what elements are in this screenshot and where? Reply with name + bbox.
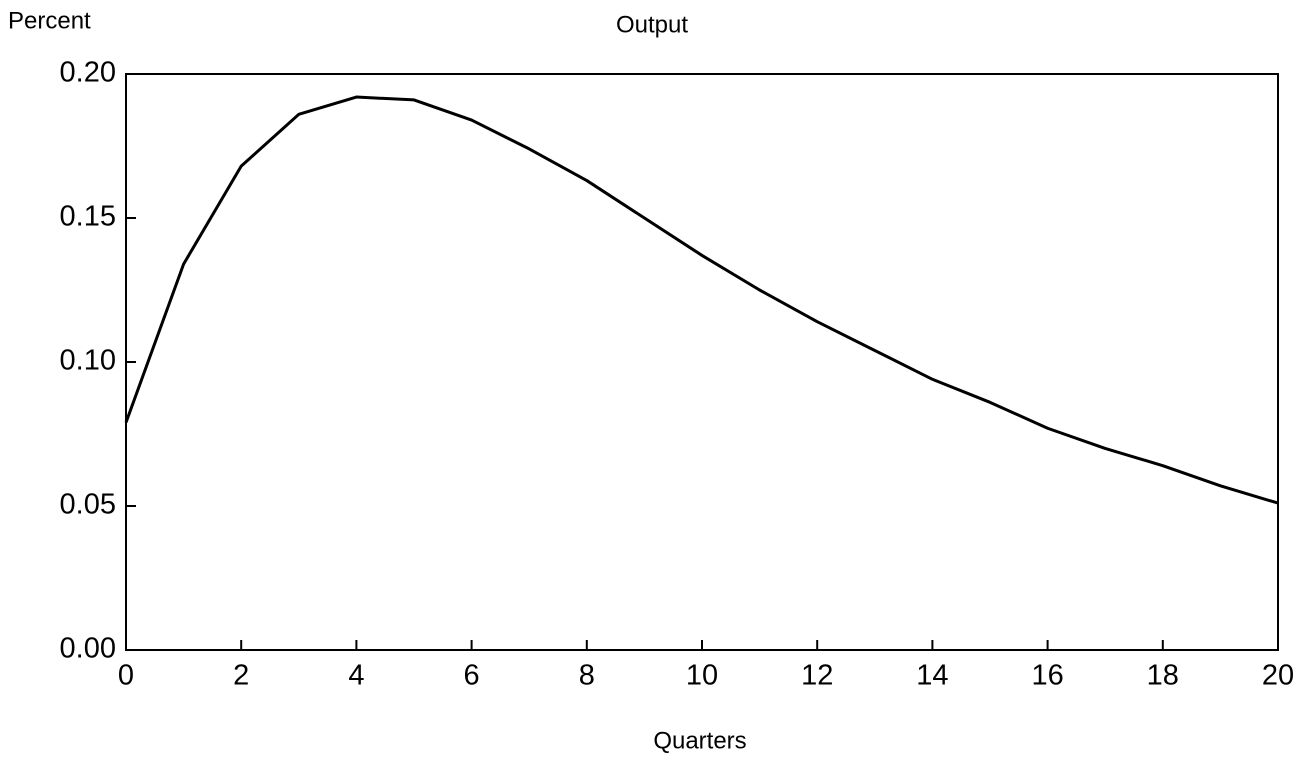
x-tick-label: 0 [118, 660, 134, 692]
x-tick-label: 6 [464, 660, 480, 692]
y-axis-label: Percent [8, 7, 91, 34]
chart-title: Output [616, 11, 688, 38]
x-tick-label: 10 [686, 660, 718, 692]
x-tick-label: 16 [1031, 660, 1063, 692]
x-tick-label: 2 [233, 660, 249, 692]
y-tick-label: 0.05 [60, 489, 116, 521]
line [124, 95, 1279, 505]
y-tick-label: 0.00 [60, 633, 116, 665]
y-tick-label: 0.20 [60, 57, 116, 89]
x-axis-label: Quarters [653, 727, 746, 754]
x-tick-label: 4 [348, 660, 364, 692]
x-tick-label: 14 [916, 660, 948, 692]
x-tick-label: 20 [1262, 660, 1294, 692]
x-tick-label: 18 [1147, 660, 1179, 692]
x-tick-label: 8 [579, 660, 595, 692]
y-tick-label: 0.10 [60, 345, 116, 377]
y-tick-label: 0.15 [60, 201, 116, 233]
x-tick-label: 12 [801, 660, 833, 692]
plot-frame [125, 73, 1279, 651]
